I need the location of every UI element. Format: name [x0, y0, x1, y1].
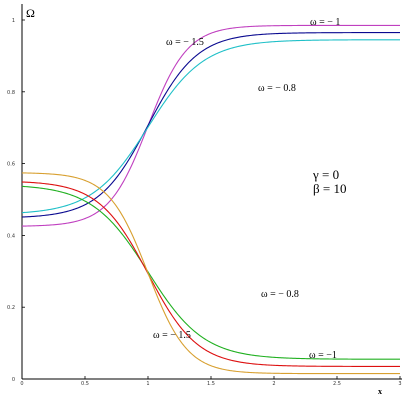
x-tick-label: 1 — [146, 381, 149, 387]
y-tick-label: 0.8 — [7, 90, 15, 96]
series-annotation-1: ω = − 1 — [310, 17, 340, 28]
series — [21, 24, 400, 375]
series-annotation-5: ω = − 1.5 — [153, 330, 191, 341]
x-tick-label: 2.5 — [333, 381, 341, 387]
series-annotation-0: ω = − 1.5 — [166, 37, 204, 48]
x-tick-label: 3 — [398, 381, 401, 387]
parameter-gamma: γ = 0 — [312, 167, 339, 182]
annotations: ω = − 1.5 ω = − 1 ω = − 0.8 ω = − 0.8 ω = −1… — [153, 17, 340, 361]
parameter-beta: β = 10 — [313, 181, 346, 196]
x-tick-label: 1.5 — [207, 381, 215, 387]
series-line-0 — [21, 24, 400, 227]
x-tick-label: 0.5 — [81, 381, 89, 387]
x-tick-label: 2 — [272, 381, 275, 387]
series-annotation-3: ω = − 0.8 — [261, 289, 299, 300]
x-tick-label: 0 — [20, 381, 23, 387]
y-tick-label: 1 — [12, 18, 15, 24]
series-line-4 — [21, 181, 400, 367]
y-tick-label: 0.6 — [7, 162, 15, 168]
x-axis-label: x — [378, 387, 382, 396]
series-line-1 — [21, 32, 400, 218]
y-axis-label: Ω — [26, 6, 35, 20]
series-annotation-4: ω = −1 — [309, 350, 337, 361]
y-tick-label: 0.2 — [7, 305, 15, 311]
series-annotation-2: ω = − 0.8 — [258, 83, 296, 94]
series-line-3 — [21, 185, 400, 360]
ticks: 0 0.5 1 1.5 2 2.5 3 0 0.2 0.4 0.6 0.8 1 — [7, 18, 402, 387]
series-line-2 — [21, 39, 400, 214]
y-tick-label: 0.4 — [7, 233, 15, 239]
y-tick-label: 0 — [12, 377, 15, 383]
series-line-5 — [21, 172, 400, 375]
